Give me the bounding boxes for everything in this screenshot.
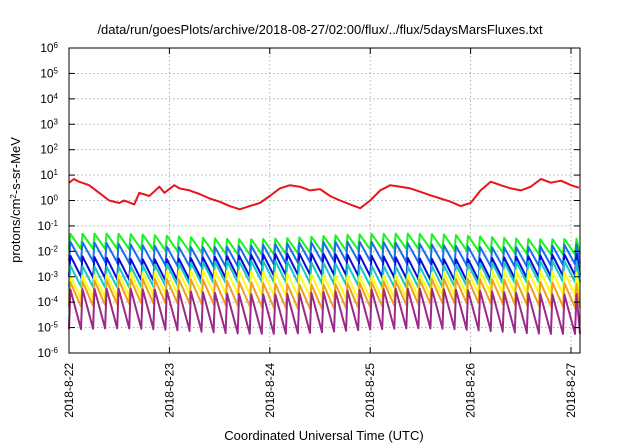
x-tick-label: 2018-8-22 bbox=[62, 363, 76, 418]
x-tick-label: 2018-8-27 bbox=[564, 363, 578, 418]
y-tick-label: 100 bbox=[40, 193, 58, 208]
flux-series-line bbox=[68, 178, 580, 211]
y-tick-label: 10-4 bbox=[38, 295, 59, 310]
y-tick-label: 102 bbox=[40, 142, 58, 157]
x-tick-label: 2018-8-25 bbox=[363, 363, 377, 418]
flux-series-line bbox=[68, 240, 581, 268]
y-tick-label: 103 bbox=[40, 117, 58, 132]
chart-title: /data/run/goesPlots/archive/2018-08-27/0… bbox=[97, 22, 543, 37]
y-tick-label: 10-6 bbox=[38, 346, 59, 361]
x-tick-labels: 2018-8-22 2018-8-23 2018-8-24 2018-8-25 2018… bbox=[62, 363, 578, 418]
x-tick-label: 2018-8-26 bbox=[464, 363, 478, 418]
y-tick-label: 101 bbox=[40, 168, 58, 183]
x-tick-label: 2018-8-24 bbox=[263, 363, 277, 418]
flux-series-line bbox=[68, 287, 581, 335]
y-axis-label: protons/cm2-s-sr-MeV bbox=[8, 137, 23, 263]
axis-ticks bbox=[68, 47, 580, 354]
x-axis-label: Coordinated Universal Time (UTC) bbox=[224, 428, 423, 443]
y-tick-label: 10-5 bbox=[38, 320, 59, 335]
y-tick-label: 104 bbox=[40, 91, 58, 106]
x-tick-label: 2018-8-23 bbox=[162, 363, 176, 418]
series-group bbox=[68, 178, 581, 335]
y-tick-label: 106 bbox=[40, 41, 58, 56]
y-tick-label: 105 bbox=[40, 66, 58, 81]
y-tick-label: 10-1 bbox=[38, 218, 59, 233]
y-tick-label: 10-2 bbox=[38, 244, 59, 258]
y-tick-label: 10-3 bbox=[38, 269, 59, 284]
y-tick-labels: 10-6 10-5 10-4 10-3 10-2 10-1 100 101 102 103 104 1… bbox=[38, 41, 59, 361]
